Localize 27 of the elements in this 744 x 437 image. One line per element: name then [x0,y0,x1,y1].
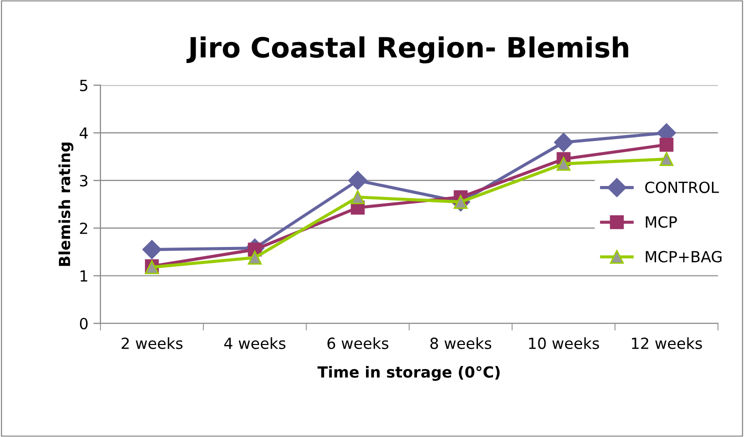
chart-title: Jiro Coastal Region- Blemish [186,36,628,64]
x-tick-label: 12 weeks [632,337,702,350]
x-axis-title: Time in storage (0°C) [318,366,500,381]
point [142,240,162,260]
x-tick-label: 8 weeks [430,337,492,350]
point [660,138,674,152]
point [454,194,468,209]
y-tick-label: 0 [80,318,88,330]
legend-label: MCP+BAG [646,250,722,262]
point [248,250,262,265]
y-axis-title: Blemish rating [58,142,74,266]
point [556,156,571,171]
y-tick-label: 2 [80,222,88,234]
point [350,190,365,204]
x-tick-label: 6 weeks [327,337,388,350]
point [348,170,368,190]
point [660,152,674,166]
point [554,132,574,152]
x-tick-label: 10 weeks [529,337,600,350]
y-tick-label: 5 [80,80,88,92]
x-tick-label: 2 weeks [122,337,182,350]
y-tick-label: 4 [80,128,88,139]
x-tick-label: 4 weeks [224,337,286,350]
y-tick-label: 3 [80,174,88,187]
legend-label: MCP [646,216,677,228]
y-tick-label: 1 [80,270,88,282]
legend-label: CONTROL [645,182,719,194]
